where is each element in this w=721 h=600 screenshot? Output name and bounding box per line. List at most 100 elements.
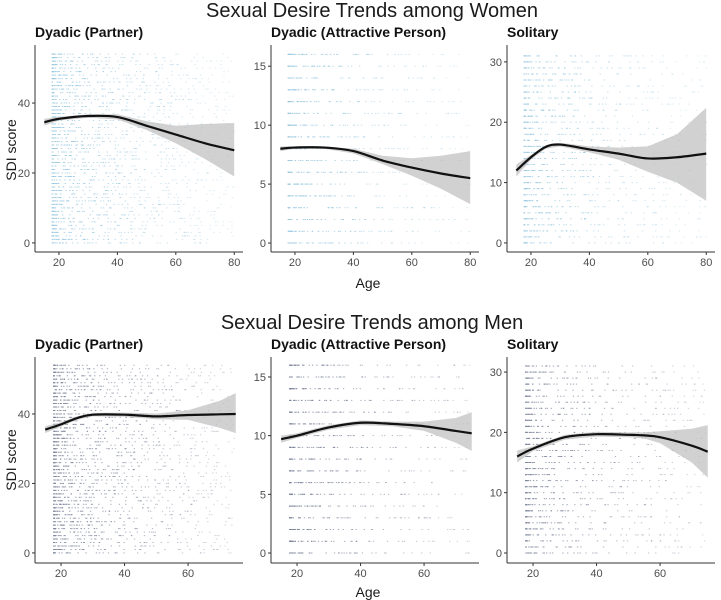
data-point — [345, 136, 348, 138]
data-point — [206, 517, 208, 519]
data-point — [54, 549, 56, 550]
data-point — [132, 155, 135, 156]
data-point — [307, 160, 310, 161]
data-point — [552, 151, 554, 153]
data-point — [289, 65, 291, 67]
data-point — [88, 109, 91, 111]
data-point — [55, 238, 58, 240]
data-point — [61, 64, 64, 66]
data-point — [288, 53, 290, 55]
data-point — [207, 172, 209, 174]
data-point — [194, 238, 196, 240]
data-point — [360, 242, 362, 244]
data-point — [201, 224, 203, 226]
data-point — [206, 238, 209, 240]
data-point — [158, 137, 160, 139]
data-point — [542, 230, 545, 232]
data-point — [303, 65, 305, 67]
data-point — [551, 85, 553, 87]
data-point — [136, 531, 138, 533]
data-point — [182, 99, 184, 100]
data-point — [299, 112, 301, 114]
data-point — [149, 217, 151, 219]
data-point — [579, 151, 581, 153]
data-point — [144, 81, 146, 83]
data-point — [105, 60, 107, 62]
data-point — [121, 193, 124, 195]
data-point — [339, 207, 341, 209]
data-point — [112, 102, 114, 104]
data-point — [669, 97, 671, 99]
data-point — [437, 65, 439, 67]
data-point — [56, 531, 58, 533]
data-point — [300, 89, 303, 91]
data-point — [88, 228, 90, 230]
data-point — [309, 171, 311, 173]
data-point — [53, 545, 55, 547]
data-point — [54, 74, 56, 76]
data-point — [180, 67, 182, 69]
data-point — [83, 148, 85, 149]
data-point — [137, 60, 139, 62]
data-point — [119, 64, 121, 66]
data-point — [76, 542, 78, 543]
data-point — [330, 112, 332, 114]
data-point — [566, 109, 568, 111]
data-point — [98, 179, 100, 181]
data-point — [124, 200, 127, 202]
data-point — [73, 545, 75, 547]
data-point — [55, 193, 57, 195]
data-point — [176, 151, 178, 153]
data-point — [207, 210, 209, 212]
data-point — [549, 188, 551, 190]
data-point — [75, 235, 77, 237]
data-point — [162, 190, 164, 191]
data-point — [61, 141, 63, 142]
data-point — [561, 127, 563, 129]
data-point — [169, 221, 171, 223]
data-point — [53, 542, 55, 543]
data-point — [141, 224, 143, 226]
data-point — [591, 127, 593, 129]
data-point — [58, 71, 60, 73]
data-point — [316, 160, 318, 161]
data-point — [92, 231, 95, 233]
data-point — [137, 179, 139, 181]
data-point — [693, 91, 696, 93]
data-point — [653, 242, 655, 244]
data-point — [336, 53, 338, 55]
data-point — [175, 179, 177, 181]
data-point — [198, 531, 200, 533]
data-point — [92, 210, 94, 212]
data-point — [537, 176, 540, 178]
data-point — [69, 130, 72, 132]
data-point — [617, 73, 619, 75]
data-point — [66, 144, 69, 146]
data-point — [228, 221, 230, 223]
data-point — [699, 200, 701, 202]
data-point — [59, 78, 61, 80]
data-point — [536, 188, 538, 190]
data-point — [123, 74, 125, 76]
data-point — [81, 102, 83, 104]
data-point — [524, 139, 526, 141]
data-point — [131, 231, 133, 233]
data-point — [659, 61, 661, 63]
data-point — [127, 99, 129, 100]
data-point — [337, 136, 339, 138]
data-point — [56, 538, 58, 540]
data-point — [80, 235, 82, 237]
data-point — [183, 217, 185, 219]
data-point — [111, 123, 113, 125]
data-point — [555, 97, 557, 99]
data-point — [376, 195, 378, 197]
data-point — [656, 127, 658, 129]
y-tick-label: 0 — [496, 238, 502, 250]
data-point — [656, 236, 658, 238]
data-point — [570, 206, 572, 208]
data-point — [136, 193, 138, 195]
data-point — [81, 169, 83, 170]
data-point — [53, 109, 55, 111]
data-point — [328, 230, 330, 232]
data-point — [399, 195, 401, 197]
